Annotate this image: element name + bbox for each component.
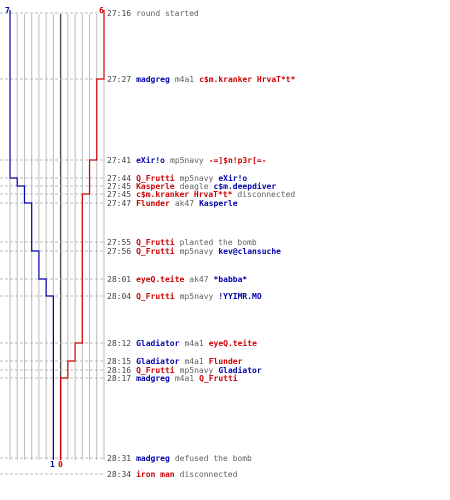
event-part: mp5navy: [180, 174, 214, 183]
event-part: Q_Frutti: [136, 291, 175, 301]
event-part: Gladiator: [136, 338, 180, 348]
event-part: mp5navy: [180, 292, 214, 301]
event-part: madgreg: [136, 75, 170, 84]
event-time: 27:44: [107, 174, 131, 183]
event-time: 28:01: [107, 275, 131, 284]
event-part: Q_Frutti: [136, 365, 175, 375]
event-row: 28:04 Q_Frutti mp5navy !YYIMR.MO: [107, 291, 262, 301]
event-row: 27:44 Q_Frutti mp5navy eXir!o: [107, 173, 247, 183]
player-grid: [9, 14, 105, 460]
event-part: eXir!o: [136, 155, 165, 165]
event-row: 28:34 iron man disconnected: [107, 469, 238, 479]
event-part: c$m.kranker HrvaT*t*: [136, 190, 233, 199]
event-time: 28:15: [107, 357, 131, 366]
event-part: ak47: [175, 199, 194, 208]
event-time: 28:31: [107, 454, 131, 463]
event-part: eXir!o: [218, 173, 247, 183]
event-time: 28:04: [107, 292, 131, 301]
event-part: -=]$n!p3r[=-: [209, 156, 267, 165]
event-row: 27:45 Kasperle deagle c$m.deepdiver: [107, 181, 276, 191]
event-part: *babba*: [214, 275, 248, 284]
event-time: 27:47: [107, 199, 131, 208]
event-time: 28:16: [107, 366, 131, 375]
event-part: c$m.deepdiver: [214, 181, 277, 191]
event-part: Q_Frutti: [136, 237, 175, 247]
t-alive-line: [60, 10, 105, 460]
event-part: c$m.kranker HrvaT*t*: [199, 75, 296, 84]
event-part: iron man: [136, 469, 175, 479]
event-part: Kasperle: [136, 182, 175, 191]
event-row: 28:31 madgreg defused the bomb: [107, 454, 252, 463]
event-part: kev@clansuche: [218, 247, 281, 256]
event-part: defused the bomb: [175, 454, 252, 463]
event-part: Flunder: [209, 357, 243, 366]
event-part: eyeQ.teite: [209, 338, 257, 348]
event-part: m4a1: [184, 357, 203, 366]
event-time: 27:27: [107, 75, 131, 84]
event-row: 27:41 eXir!o mp5navy -=]$n!p3r[=-: [107, 155, 267, 165]
event-row: 27:47 Flunder ak47 Kasperle: [107, 199, 238, 208]
ct-alive-line: [9, 10, 54, 460]
event-time: 27:55: [107, 238, 131, 247]
event-row: 27:55 Q_Frutti planted the bomb: [107, 237, 257, 247]
event-part: Q_Frutti: [136, 173, 175, 183]
event-part: Q_Frutti: [136, 246, 175, 256]
t-start-count: 6: [99, 6, 104, 15]
t-end-count: 0: [58, 460, 63, 469]
event-row: 27:27 madgreg m4a1 c$m.kranker HrvaT*t*: [107, 75, 296, 84]
event-part: eyeQ.teite: [136, 274, 184, 284]
ct-start-count: 7: [5, 6, 10, 15]
event-part: !YYIMR.MO: [218, 292, 262, 301]
event-time: 28:17: [107, 374, 131, 383]
event-part: deagle: [180, 182, 209, 191]
event-row: 28:16 Q_Frutti mp5navy Gladiator: [107, 365, 262, 375]
event-row: 27:45 c$m.kranker HrvaT*t* disconnected: [107, 190, 295, 199]
event-row: 28:12 Gladiator m4a1 eyeQ.teite: [107, 338, 257, 348]
event-part: mp5navy: [180, 366, 214, 375]
event-time: 27:45: [107, 190, 131, 199]
event-part: Kasperle: [199, 199, 238, 208]
event-time: 27:56: [107, 247, 131, 256]
event-time: 27:45: [107, 182, 131, 191]
event-time: 27:16: [107, 9, 131, 18]
event-part: mp5navy: [170, 156, 204, 165]
event-part: round started: [136, 9, 199, 18]
event-part: m4a1: [184, 339, 203, 348]
event-log: 27:16 round started 27:27 madgreg m4a1 c$m.kr…: [107, 9, 296, 479]
event-row: 27:56 Q_Frutti mp5navy kev@clansuche: [107, 246, 281, 256]
event-row: 28:17 madgreg m4a1 Q_Frutti: [107, 373, 238, 383]
event-part: Gladiator: [218, 365, 262, 375]
event-part: ak47: [189, 275, 208, 284]
event-time: 28:12: [107, 339, 131, 348]
event-part: mp5navy: [180, 247, 214, 256]
event-part: madgreg: [136, 454, 170, 463]
ct-end-count: 1: [50, 460, 55, 469]
event-time: 28:34: [107, 470, 131, 479]
event-part: disconnected: [237, 190, 295, 199]
event-row: 28:15 Gladiator m4a1 Flunder: [107, 356, 243, 366]
event-part: madgreg: [136, 374, 170, 383]
event-part: m4a1: [175, 374, 194, 383]
event-part: disconnected: [180, 470, 238, 479]
event-part: Gladiator: [136, 356, 180, 366]
event-part: planted the bomb: [180, 238, 257, 247]
event-part: Q_Frutti: [199, 373, 238, 383]
event-time: 27:41: [107, 156, 131, 165]
event-row: 27:16 round started: [107, 9, 199, 18]
event-row: 28:01 eyeQ.teite ak47 *babba*: [107, 274, 247, 284]
event-part: m4a1: [175, 75, 194, 84]
event-part: Flunder: [136, 199, 170, 208]
